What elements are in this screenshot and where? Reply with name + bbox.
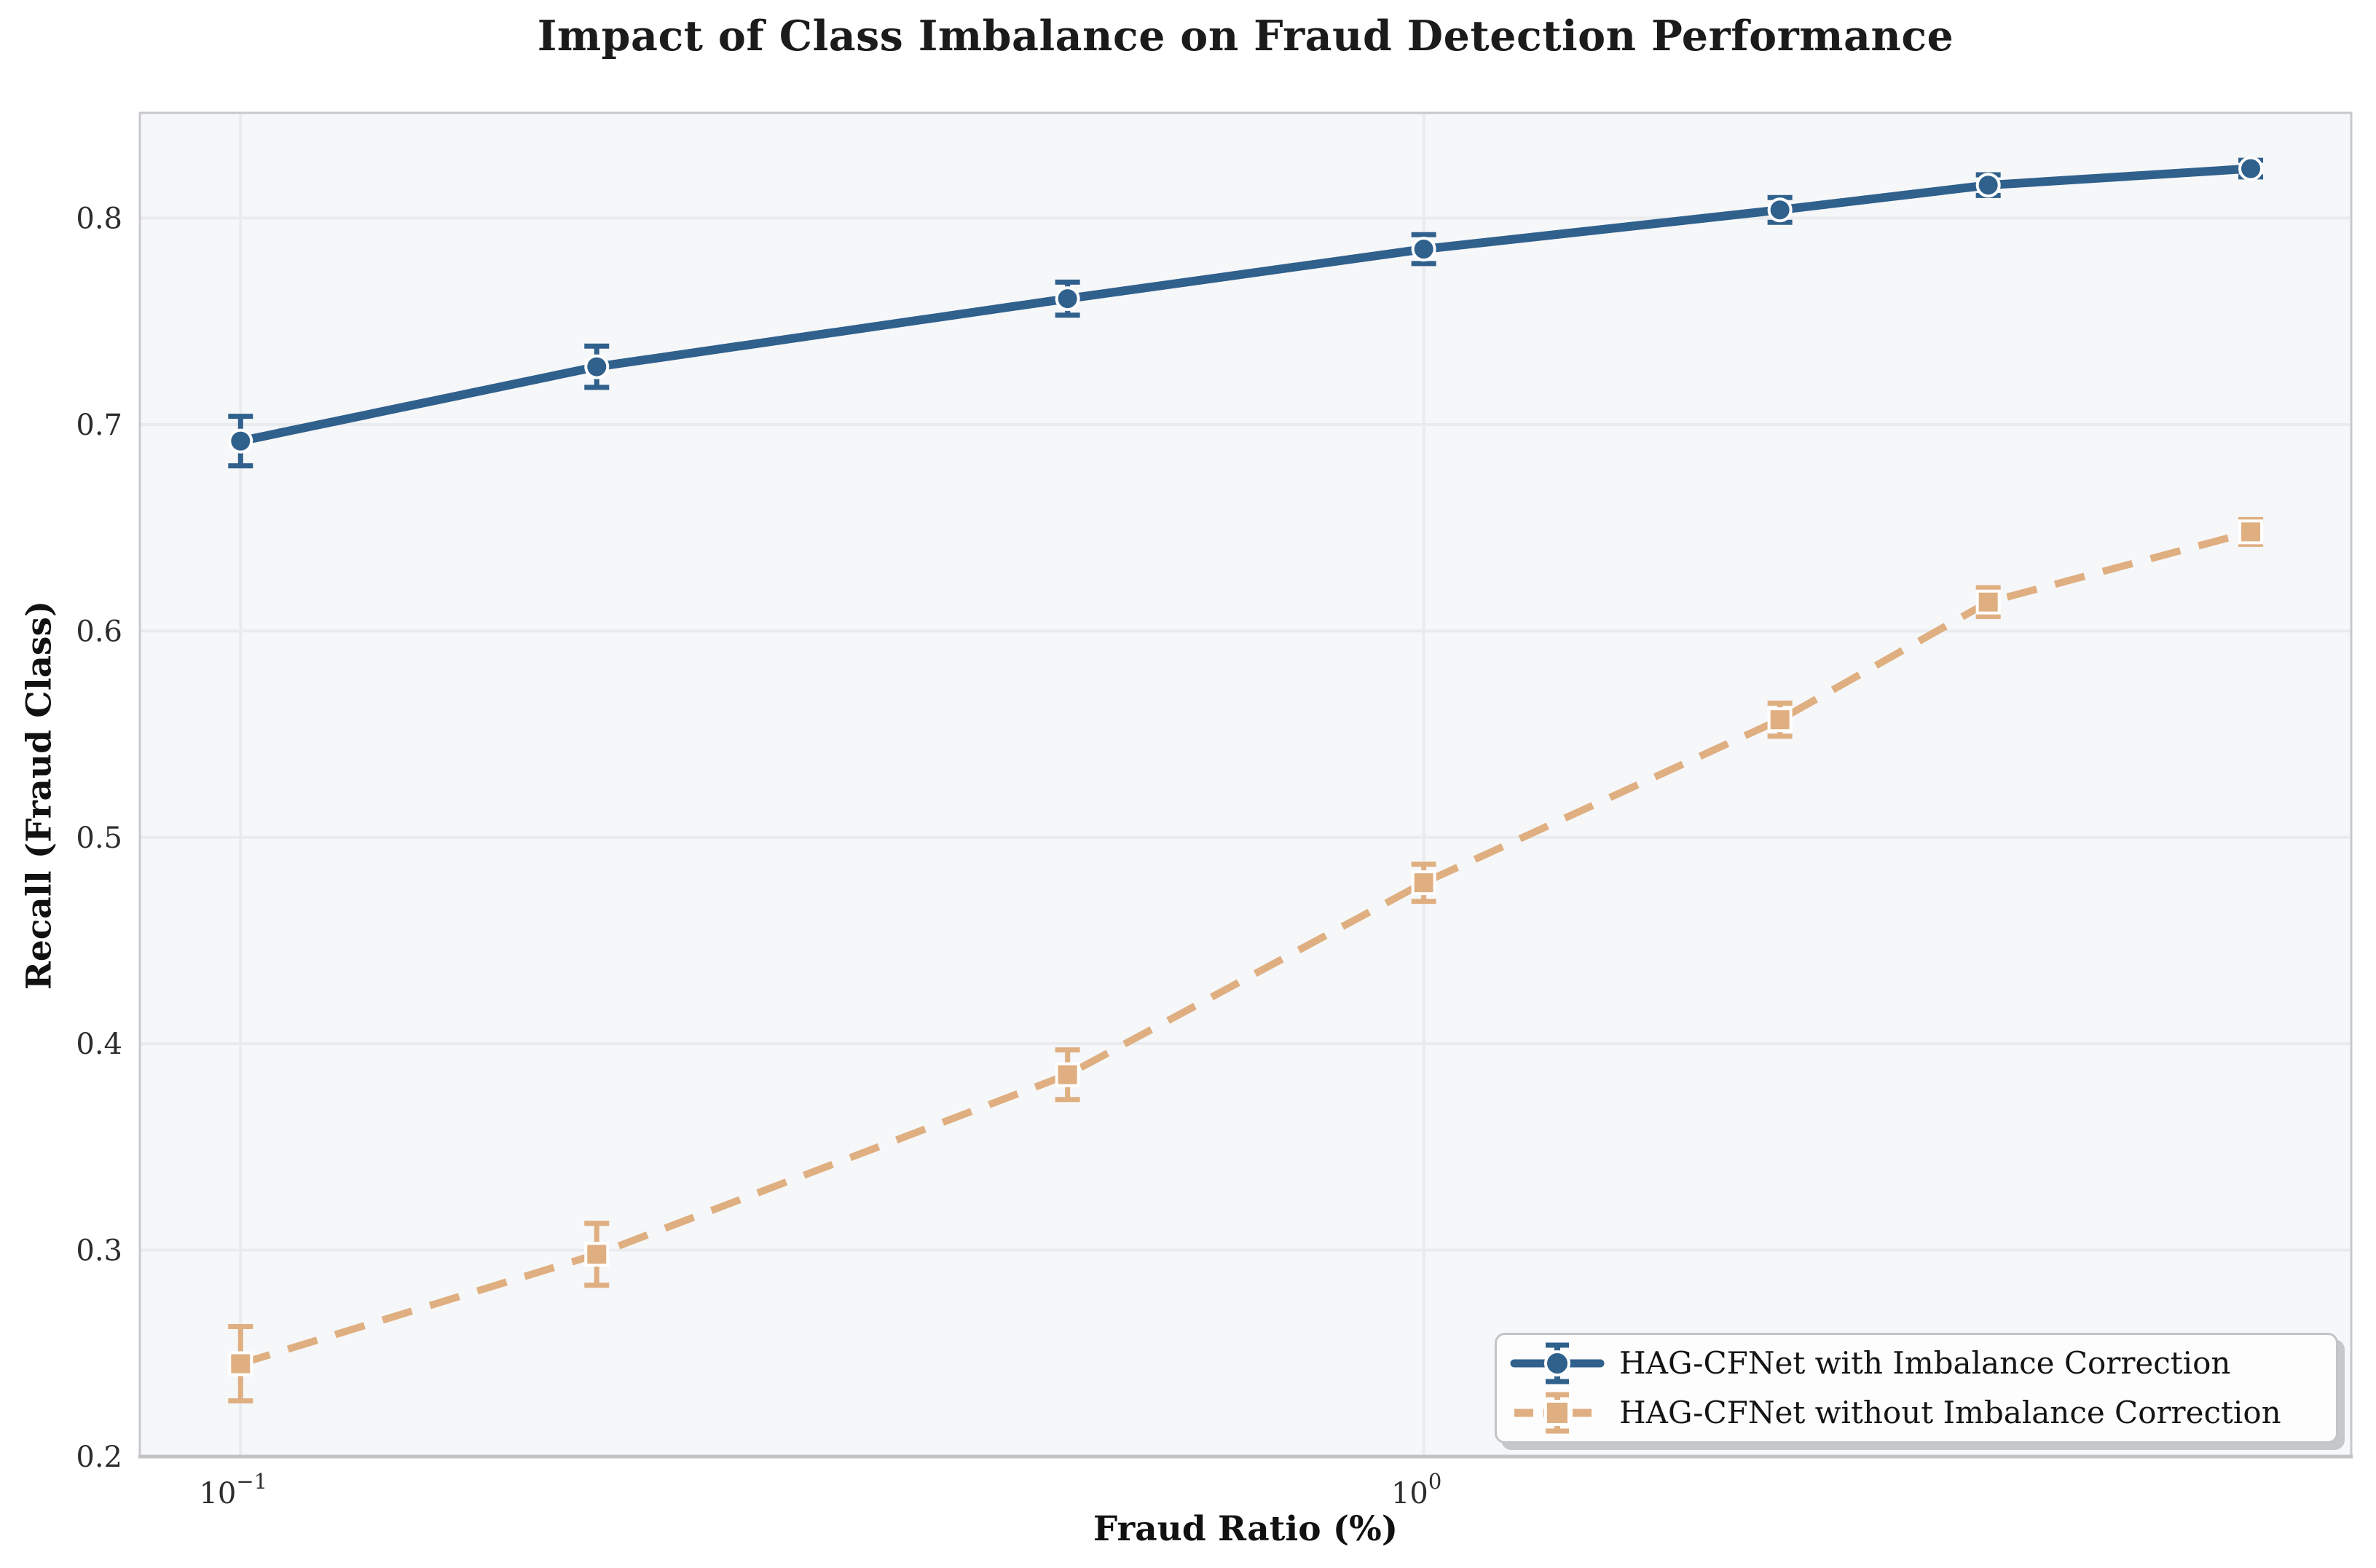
data-point-marker [228, 428, 253, 454]
data-point-marker [1975, 173, 2001, 198]
y-axis-tick-label: 0.3 [76, 1234, 122, 1268]
legend-item: HAG-CFNet with Imbalance Correction [1510, 1339, 2323, 1387]
plot-area [140, 113, 2351, 1457]
y-axis-tick-label: 0.6 [76, 615, 122, 648]
y-axis-tick-label: 0.7 [76, 409, 122, 442]
data-point-marker [228, 1351, 253, 1376]
y-axis-tick-label: 0.5 [76, 822, 122, 855]
y-axis-tick-label: 0.8 [76, 202, 122, 236]
data-point-marker [1055, 286, 1080, 312]
data-point-marker [584, 1242, 610, 1267]
y-axis-tick-label: 0.2 [76, 1441, 122, 1474]
data-point-marker [1411, 237, 1436, 262]
legend-label: HAG-CFNet without Imbalance Correction [1619, 1395, 2281, 1430]
legend-label: HAG-CFNet with Imbalance Correction [1619, 1345, 2231, 1381]
legend-marker-icon [1514, 1392, 1600, 1434]
y-axis-tick-label: 0.4 [76, 1028, 122, 1061]
data-point-marker [1411, 870, 1436, 896]
legend: HAG-CFNet with Imbalance Correction HAG-C… [1495, 1333, 2338, 1443]
y-axis-label: Recall (Fraud Class) [19, 600, 60, 990]
data-point-marker [1767, 707, 1793, 733]
x-axis-tick-label: 100 [1391, 1469, 1441, 1510]
legend-marker-icon [1510, 1342, 1605, 1384]
x-axis-tick-label: 10−1 [199, 1469, 267, 1510]
data-point-marker [1767, 197, 1793, 223]
chart-title: Impact of Class Imbalance on Fraud Detec… [537, 12, 1954, 60]
data-point-marker [1055, 1062, 1080, 1087]
data-point-marker [1975, 589, 2001, 615]
data-point-marker [584, 354, 610, 379]
data-point-marker [2238, 519, 2264, 545]
x-axis-label: Fraud Ratio (%) [1093, 1509, 1399, 1549]
data-point-marker [2238, 156, 2264, 181]
legend-item: HAG-CFNet without Imbalance Correction [1510, 1389, 2323, 1437]
